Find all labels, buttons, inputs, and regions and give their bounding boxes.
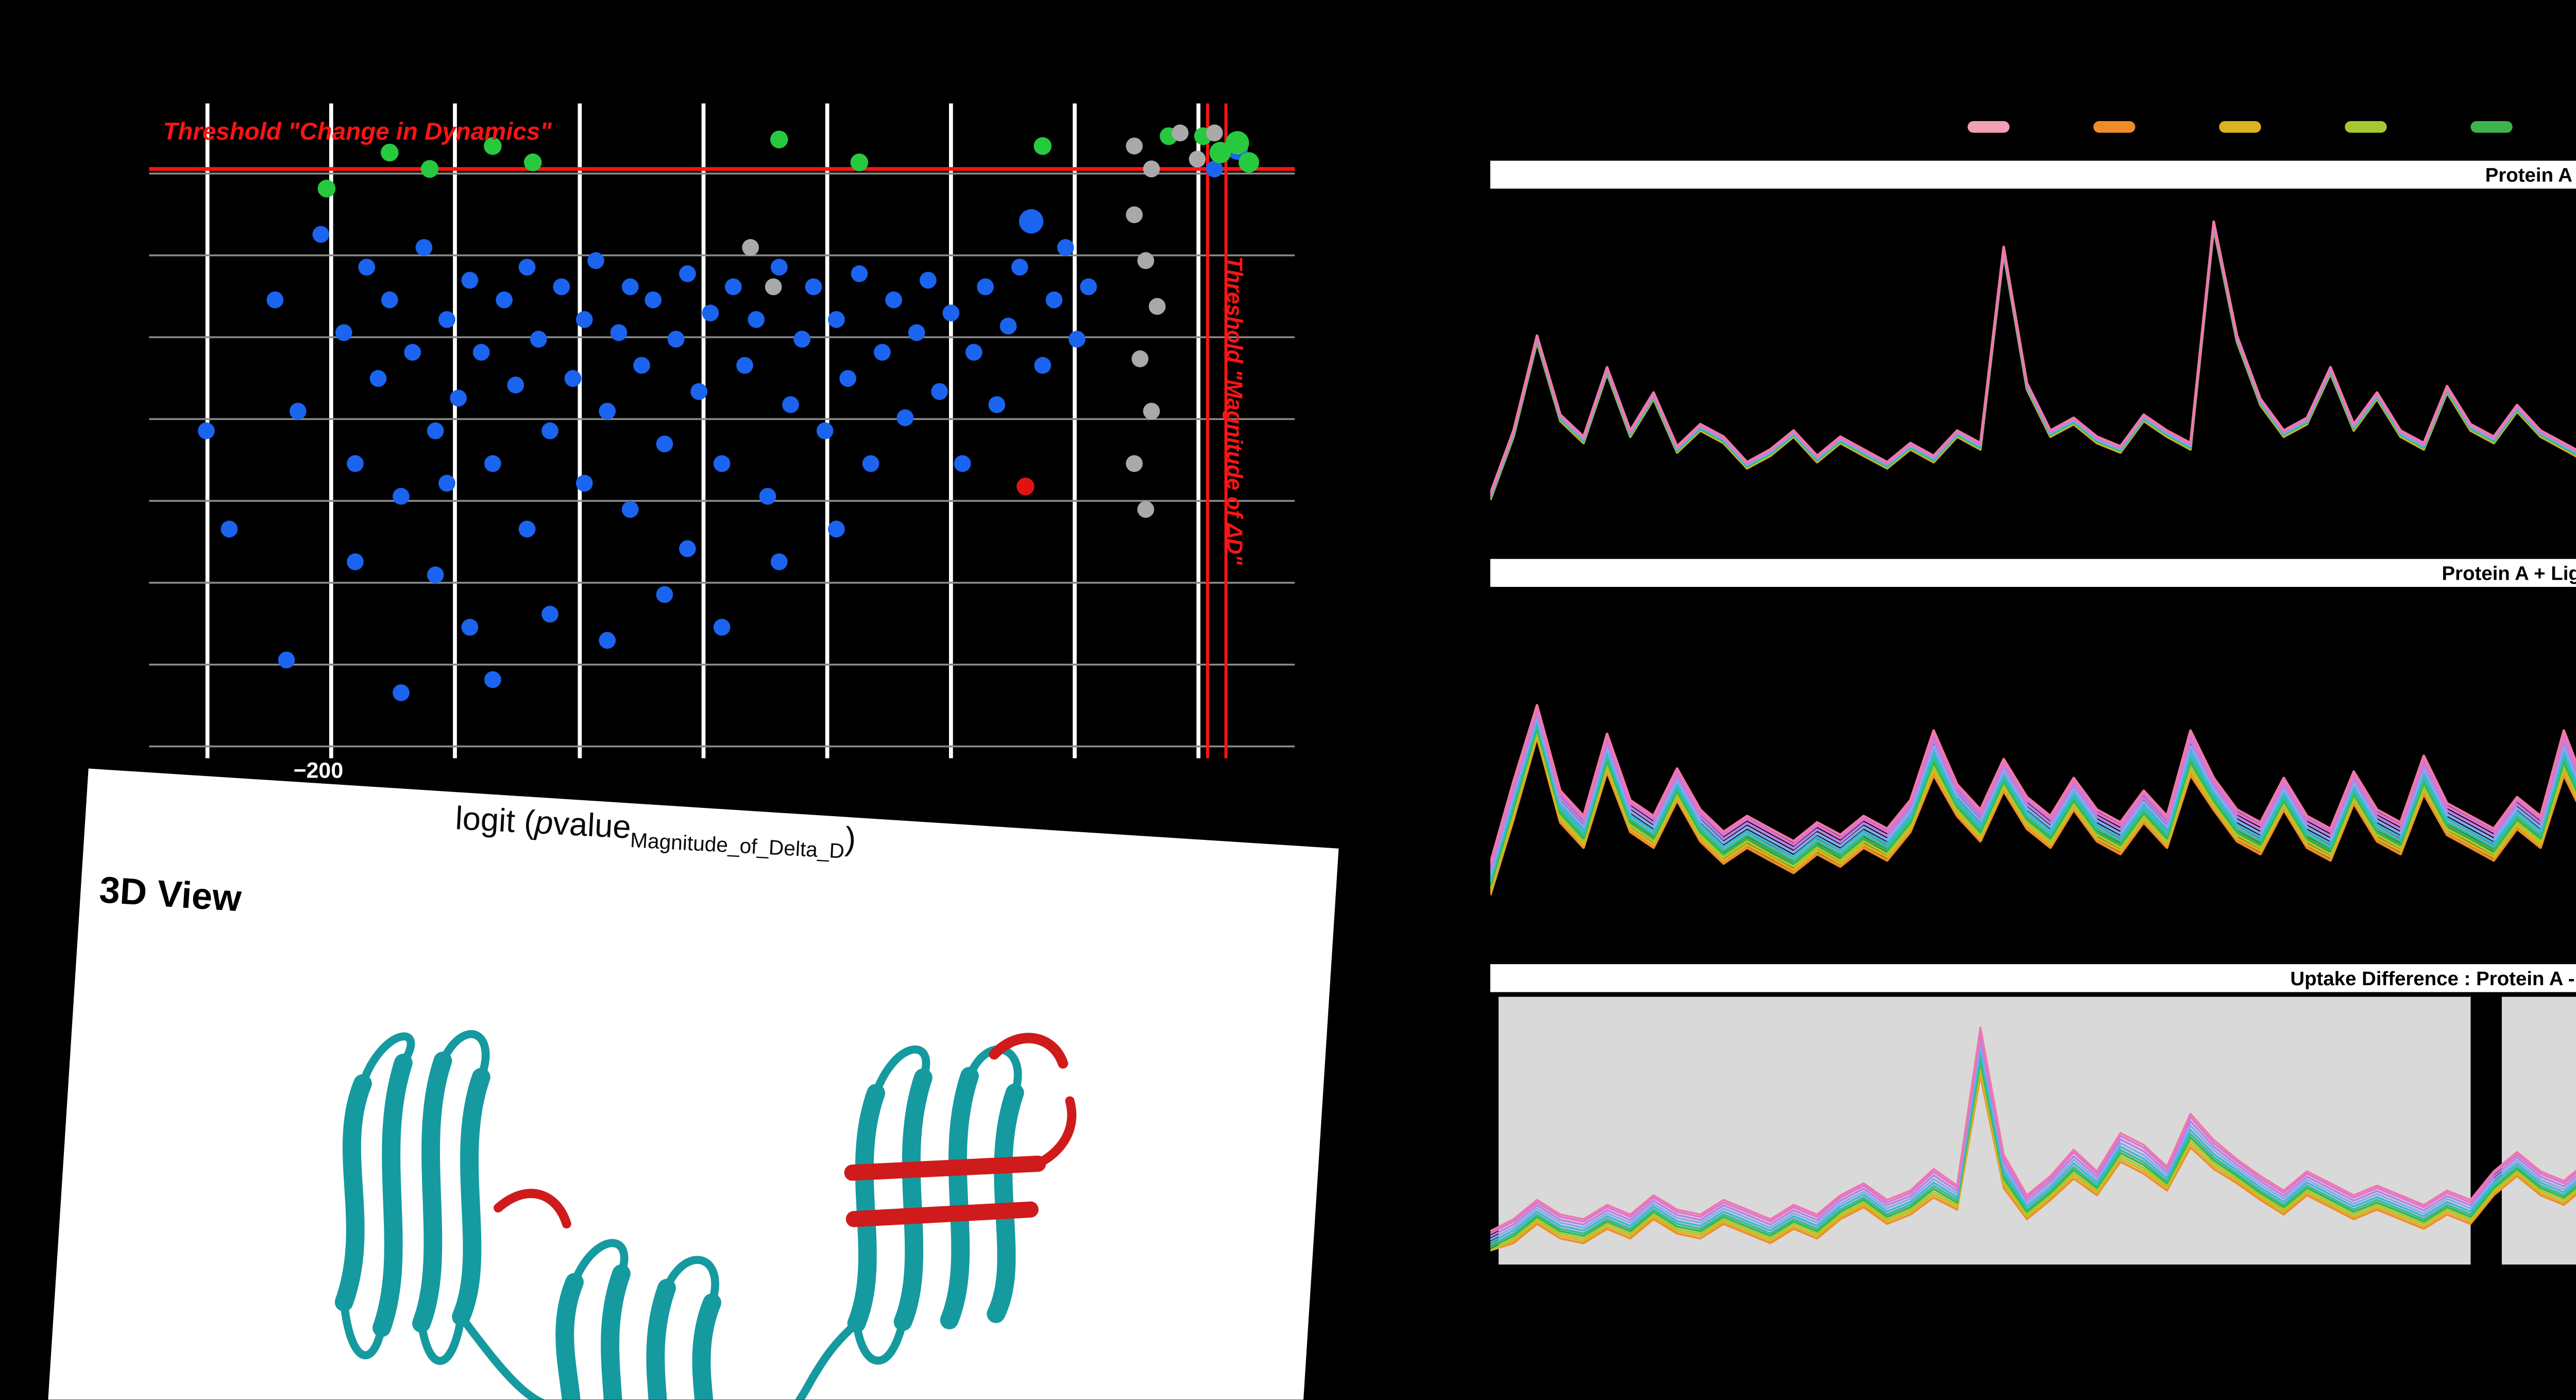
legend-swatch-3[interactable]: [2219, 121, 2261, 132]
xlabel-suffix: ): [844, 819, 857, 857]
xlabel-italic-p: p: [534, 803, 554, 841]
xlabel-prefix: logit (: [454, 799, 536, 840]
xlabel-value: value: [552, 804, 632, 846]
threshold-dynamics-label: Threshold "Change in Dynamics": [163, 119, 552, 147]
panel-title-uptake-difference: Uptake Difference : Protein A - (Protein…: [1490, 964, 2576, 992]
x-axis-tick-label: −200: [293, 759, 344, 785]
panel-title-protein-a-ligand: Protein A + Ligand: [1490, 559, 2576, 587]
3d-view-panel[interactable]: 3D View: [42, 768, 1339, 1400]
legend-swatch-5[interactable]: [2470, 121, 2513, 132]
legend-swatch-1[interactable]: [1968, 121, 2010, 132]
legend-swatch-2[interactable]: [2093, 121, 2136, 132]
volcano-plot[interactable]: [149, 103, 1295, 760]
timepoint-legend: [1968, 121, 2576, 132]
threshold-magnitude-label: Threshold "Magnitude of ΔD": [1220, 256, 1246, 565]
uptake-chart-protein-a[interactable]: [1490, 189, 2576, 543]
volcano-scatter-canvas[interactable]: [149, 103, 1295, 760]
uptake-difference-chart[interactable]: [1490, 992, 2576, 1269]
legend-swatch-4[interactable]: [2345, 121, 2387, 132]
panel-title-protein-a: Protein A: [1490, 160, 2576, 189]
protein-ribbon[interactable]: [141, 909, 1223, 1400]
uptake-chart-protein-a-ligand[interactable]: [1490, 587, 2576, 941]
